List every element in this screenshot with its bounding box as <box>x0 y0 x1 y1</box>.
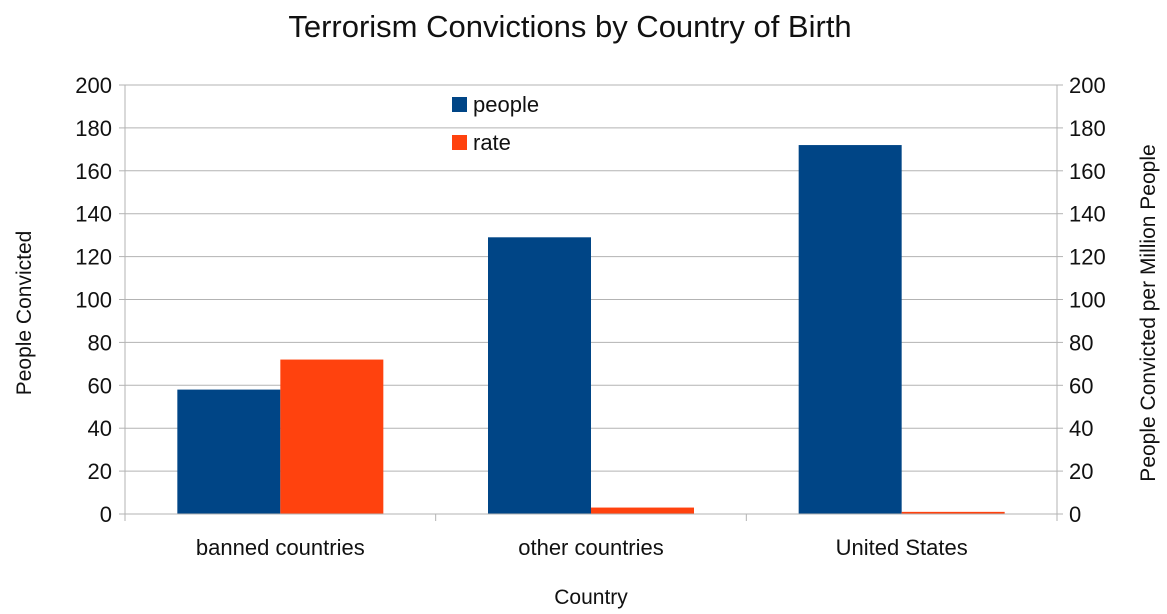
y-tick-label-right: 40 <box>1069 416 1093 441</box>
y-tick-label-right: 60 <box>1069 373 1093 398</box>
y-axis-right-title: People Convicted per Million People <box>1137 144 1160 481</box>
y-tick-label-right: 200 <box>1069 73 1106 98</box>
y-tick-label-right: 0 <box>1069 502 1081 527</box>
y-tick-label-right: 120 <box>1069 245 1106 270</box>
bar-people-1 <box>488 237 591 515</box>
y-tick-label-left: 100 <box>75 288 112 313</box>
y-tick-label-left: 0 <box>100 502 112 527</box>
y-tick-label-left: 40 <box>88 416 112 441</box>
x-tick-label: United States <box>836 535 968 560</box>
y-tick-label-left: 120 <box>75 245 112 270</box>
bar-rate-0 <box>280 359 384 514</box>
y-tick-label-left: 200 <box>75 73 112 98</box>
bar-people-0 <box>177 389 281 514</box>
bar-people-2 <box>798 145 902 514</box>
legend-swatch-rate <box>452 135 467 150</box>
bar-rate-2 <box>901 511 1005 514</box>
x-axis-title: Country <box>554 586 628 609</box>
legend-label-people: people <box>473 92 539 117</box>
y-tick-label-left: 140 <box>75 202 112 227</box>
x-axis-ticks: banned countries other countries United St… <box>196 535 968 560</box>
y-tick-label-left: 180 <box>75 116 112 141</box>
y-axis-left-ticks: 0 20 40 60 80 100 120 140 160 180 200 <box>75 73 112 527</box>
legend: people rate <box>452 92 539 155</box>
y-axis-right-ticks: 0 20 40 60 80 100 120 140 160 180 200 <box>1069 73 1106 527</box>
y-tick-label-right: 80 <box>1069 330 1093 355</box>
y-tick-label-right: 20 <box>1069 459 1093 484</box>
axes <box>119 84 1063 521</box>
bars <box>177 145 1005 515</box>
y-tick-label-left: 160 <box>75 159 112 184</box>
y-tick-label-right: 100 <box>1069 288 1106 313</box>
y-tick-label-left: 80 <box>88 330 112 355</box>
x-tick-label: other countries <box>518 535 664 560</box>
y-tick-label-right: 160 <box>1069 159 1106 184</box>
x-tick-label: banned countries <box>196 535 365 560</box>
legend-label-rate: rate <box>473 130 511 155</box>
chart-title: Terrorism Convictions by Country of Birt… <box>288 9 851 44</box>
y-tick-label-left: 20 <box>88 459 112 484</box>
y-axis-left-title: People Convicted <box>13 231 36 396</box>
y-tick-label-left: 60 <box>88 373 112 398</box>
y-tick-label-right: 140 <box>1069 202 1106 227</box>
bar-rate-1 <box>591 507 694 514</box>
legend-swatch-people <box>452 97 467 112</box>
y-tick-label-right: 180 <box>1069 116 1106 141</box>
